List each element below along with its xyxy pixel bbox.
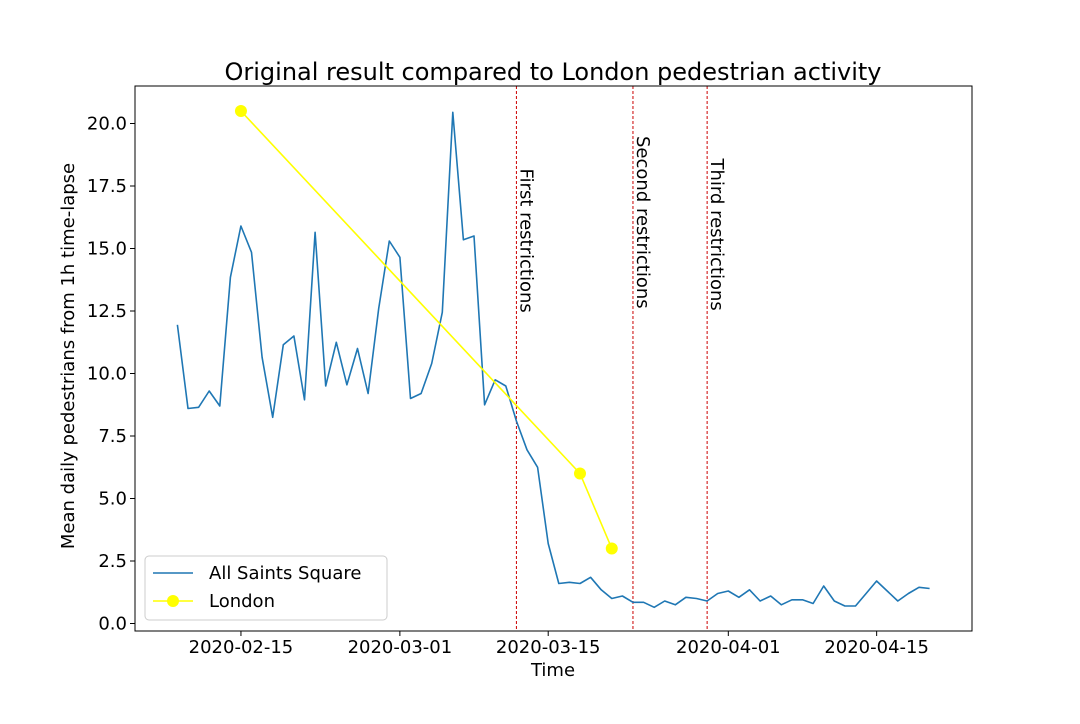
legend-marker-london — [167, 595, 179, 607]
y-tick-label: 7.5 — [98, 426, 127, 447]
legend-label-all-saints-square: All Saints Square — [209, 563, 361, 584]
x-tick-label: 2020-04-15 — [824, 637, 929, 658]
y-axis-label: Mean daily pedestrians from 1h time-laps… — [58, 163, 79, 549]
y-tick-label: 2.5 — [98, 551, 127, 572]
series-line-1 — [177, 112, 929, 607]
chart-title: Original result compared to London pedes… — [224, 58, 881, 86]
y-tick-label: 20.0 — [87, 114, 127, 135]
restriction-label-1: First restrictions — [515, 169, 536, 313]
y-tick-label: 5.0 — [98, 489, 127, 510]
y-tick-label: 12.5 — [87, 301, 127, 322]
x-tick-label: 2020-02-15 — [189, 637, 294, 658]
x-tick-label: 2020-03-15 — [496, 637, 601, 658]
x-axis-label: Time — [530, 660, 575, 681]
x-tick-label: 2020-03-01 — [348, 637, 453, 658]
series-2-point — [574, 468, 586, 480]
y-tick-label: 15.0 — [87, 239, 127, 260]
x-tick-label: 2020-04-01 — [676, 637, 781, 658]
legend: All Saints Square London — [145, 556, 387, 620]
restriction-label-3: Third restrictions — [706, 158, 727, 311]
series-line-2 — [241, 111, 612, 549]
y-tick-label: 17.5 — [87, 176, 127, 197]
plot-area: First restrictions Second restrictions Thi… — [177, 86, 929, 631]
series-2-point — [606, 543, 618, 555]
series-2-point — [235, 105, 247, 117]
y-tick-label: 0.0 — [98, 614, 127, 635]
restriction-label-2: Second restrictions — [632, 136, 653, 309]
y-tick-label: 10.0 — [87, 364, 127, 385]
legend-label-london: London — [209, 591, 275, 612]
plot-frame — [135, 86, 972, 631]
